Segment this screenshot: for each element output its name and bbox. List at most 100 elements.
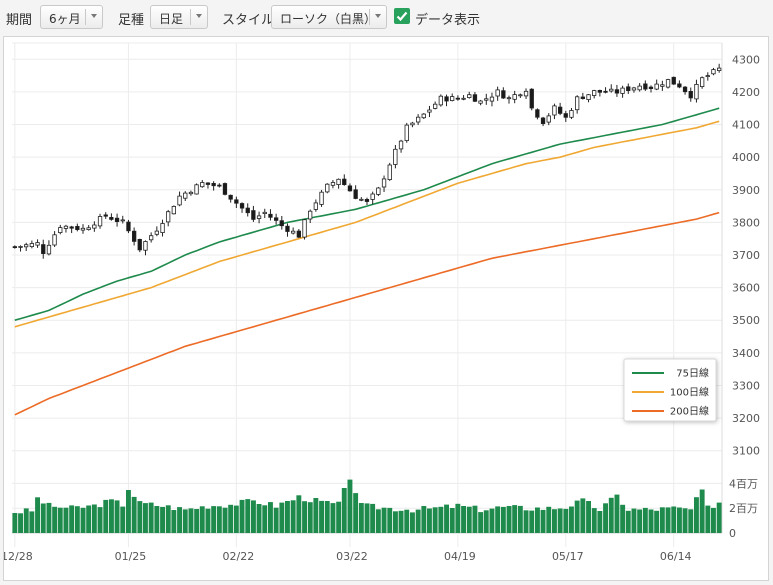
candle-up (359, 198, 364, 201)
candle-up (518, 94, 523, 97)
bar-type-select[interactable]: 日足 (150, 5, 208, 29)
candle-up (262, 211, 267, 215)
volume-bar (114, 500, 120, 533)
candle-down (563, 113, 568, 118)
candle-down (109, 216, 114, 220)
volume-bar (648, 509, 654, 533)
volume-bar (268, 502, 273, 533)
volume-bar (103, 499, 109, 533)
chevron-down-icon (196, 14, 202, 18)
volume-bar (682, 508, 688, 533)
candle-up (398, 140, 404, 150)
candle-down (251, 210, 256, 220)
volume-bar (347, 479, 353, 533)
price-tick-label: 4000 (732, 151, 760, 164)
volume-bar (597, 511, 603, 533)
volume-bar (574, 500, 580, 533)
volume-bar (569, 506, 574, 533)
candle-down (239, 203, 245, 209)
period-select[interactable]: 6ヶ月 (40, 5, 103, 29)
candle-up (148, 235, 154, 241)
style-select-value: ローソク（白黒） (280, 12, 377, 26)
price-tick-label: 3100 (732, 445, 760, 458)
volume-bar (148, 502, 154, 533)
price-tick-label: 3800 (732, 216, 760, 229)
volume-bar (540, 509, 546, 533)
volume-bar (375, 509, 381, 533)
price-tick-label: 3700 (732, 249, 760, 262)
volume-bar (455, 503, 461, 533)
candle-down (472, 94, 478, 102)
price-tick-label: 3300 (732, 379, 760, 392)
volume-bar (421, 506, 427, 533)
volume-bar (393, 511, 398, 533)
candle-down (353, 189, 358, 199)
date-tick-label: 02/22 (223, 550, 255, 563)
candle-up (256, 215, 262, 219)
volume-bar (165, 505, 171, 533)
chevron-down-icon (375, 14, 381, 18)
candle-down (279, 220, 284, 227)
data-display-label[interactable]: データ表示 (415, 13, 481, 28)
candle-up (523, 90, 529, 97)
y-axis: 3100 3200 3300 3400 3500 3600 3700 3800 3900 4000… (729, 53, 760, 540)
candle-up (484, 98, 489, 101)
candle-up (307, 210, 313, 220)
volume-bar (177, 507, 182, 533)
candle-up (620, 87, 625, 94)
candle-down (211, 182, 216, 187)
candle-up (631, 87, 637, 91)
candle-up (711, 69, 716, 75)
candle-up (592, 90, 597, 96)
volume-bar (23, 508, 29, 533)
select-divider (190, 9, 191, 25)
candle-up (569, 110, 574, 118)
style-label: スタイル (222, 13, 275, 28)
candle-down (75, 225, 80, 230)
candle-up (586, 94, 591, 101)
candle-up (717, 67, 722, 72)
volume-bar (18, 513, 23, 533)
volume-bar (80, 507, 86, 533)
candle-up (177, 195, 182, 206)
volume-bar (489, 508, 495, 533)
candle-down (677, 83, 682, 88)
candle-down (131, 230, 137, 242)
data-display-checkbox[interactable] (394, 8, 410, 24)
select-divider (369, 9, 370, 25)
ma200-line (14, 211, 720, 416)
candle-down (222, 183, 228, 195)
candle-up (552, 105, 557, 116)
candle-up (154, 230, 160, 235)
volume-bar (387, 507, 393, 533)
volume-bar (143, 503, 148, 533)
candle-up (410, 122, 415, 126)
volume-bar (245, 499, 251, 533)
volume-bar (404, 509, 410, 533)
candle-up (654, 83, 659, 90)
volume-bar (381, 507, 387, 533)
candle-down (217, 184, 222, 187)
volume-bar (466, 506, 472, 533)
volume-bar (330, 503, 336, 533)
candle-up (188, 191, 194, 195)
style-select[interactable]: ローソク（白黒） (271, 5, 387, 29)
candle-up (143, 241, 148, 251)
volume-bar (438, 506, 444, 533)
volume-bar (182, 509, 188, 533)
volume-bar (432, 507, 438, 533)
date-tick-label: 06/14 (660, 550, 692, 563)
volume-bar (500, 506, 506, 533)
candle-down (137, 238, 142, 251)
volume-bar (552, 509, 557, 533)
date-tick-label: 01/25 (115, 550, 147, 563)
volume-bar (586, 501, 591, 533)
volume-bar (557, 508, 563, 533)
candle-up (427, 109, 432, 113)
date-tick-label: 12/28 (4, 550, 33, 563)
volume-bar (97, 507, 103, 533)
x-axis: 12/28 01/25 02/22 03/22 04/19 05/17 06/14 (4, 550, 692, 563)
volume-bar (517, 505, 523, 533)
volume-bar (131, 496, 137, 533)
candle-down (501, 90, 506, 99)
